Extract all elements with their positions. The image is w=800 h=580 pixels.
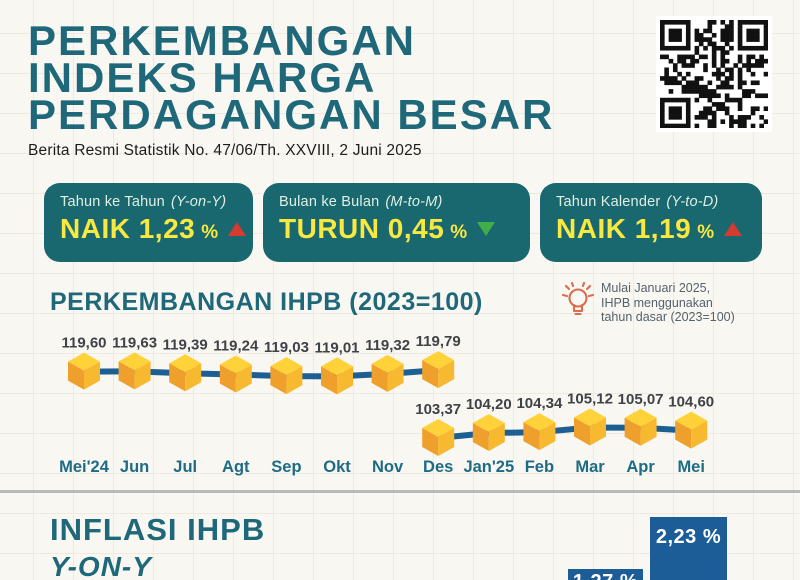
box-marker-icon bbox=[422, 419, 455, 456]
x-axis-label: Mar bbox=[575, 458, 605, 476]
data-point-value: 119,01 bbox=[314, 339, 359, 356]
ihpb-line-chart: 119,60 119,63 119,39 119,24 119,03 119,01 119,… bbox=[59, 333, 714, 476]
data-point-value: 119,79 bbox=[416, 333, 461, 350]
badge-year-to-date: Tahun Kalender (Y-to-D) NAIK 1,19 % bbox=[540, 183, 762, 262]
box-marker-icon bbox=[169, 354, 202, 392]
page-title-line-3: PERDAGANGAN BESAR bbox=[28, 91, 555, 138]
up-arrow-icon bbox=[227, 222, 246, 236]
data-point-value: 119,60 bbox=[61, 335, 106, 352]
x-axis-label: Jul bbox=[173, 458, 197, 476]
page-title-line-2: INDEKS HARGA bbox=[28, 54, 377, 101]
box-marker-icon bbox=[523, 413, 556, 451]
release-subtitle: Berita Resmi Statistik No. 47/06/Th. XXV… bbox=[28, 142, 422, 159]
page-title-line-1: PERKEMBANGAN bbox=[28, 17, 417, 64]
x-axis-label: Jan'25 bbox=[463, 458, 514, 476]
x-axis-label: Okt bbox=[323, 458, 351, 476]
badge-year-on-year: Tahun ke Tahun (Y-on-Y) NAIK 1,23 % bbox=[44, 183, 253, 262]
x-axis-label: Sep bbox=[271, 458, 301, 476]
badge-value: TURUN 0,45 % bbox=[279, 213, 514, 245]
data-point-value: 119,24 bbox=[213, 337, 259, 354]
up-arrow-icon bbox=[723, 222, 742, 236]
data-point-value: 104,60 bbox=[668, 394, 714, 411]
box-marker-icon bbox=[371, 354, 404, 392]
box-marker-icon bbox=[270, 357, 303, 395]
page-title: PERKEMBANGAN INDEKS HARGA PERDAGANGAN BE… bbox=[28, 17, 555, 138]
qr-code-icon bbox=[660, 20, 769, 129]
box-marker-icon bbox=[422, 351, 455, 389]
badge-label: Tahun Kalender (Y-to-D) bbox=[556, 194, 719, 210]
data-point-value: 119,63 bbox=[112, 334, 157, 351]
box-marker-icon bbox=[472, 414, 505, 452]
bar-inflasi-2: 2,23 % bbox=[650, 517, 727, 580]
box-marker-icon bbox=[68, 352, 100, 390]
section-divider bbox=[0, 490, 800, 493]
badge-month-to-month: Bulan ke Bulan (M-to-M) TURUN 0,45 % bbox=[263, 183, 530, 262]
x-axis-label: Mei bbox=[677, 458, 705, 476]
section-title-ihpb: PERKEMBANGAN IHPB (2023=100) bbox=[50, 288, 483, 316]
data-point-value: 119,39 bbox=[163, 336, 208, 353]
badge-label: Bulan ke Bulan (M-to-M) bbox=[279, 194, 443, 210]
box-marker-icon bbox=[675, 411, 708, 449]
x-axis-label: Feb bbox=[525, 458, 554, 476]
x-axis-label: Jun bbox=[120, 458, 149, 476]
box-marker-icon bbox=[219, 355, 252, 393]
bottom-section-title: INFLASI IHPB Y-ON-Y MENURUT bbox=[50, 512, 266, 580]
bar-value-label: 2,23 % bbox=[655, 526, 722, 548]
base-year-note: Mulai Januari 2025, IHPB menggunakan tah… bbox=[601, 281, 735, 324]
x-axis-label: Des bbox=[423, 458, 453, 476]
x-axis-label: Nov bbox=[372, 458, 404, 476]
lightbulb-icon bbox=[560, 281, 596, 328]
box-marker-icon bbox=[574, 408, 606, 446]
x-axis-label: Apr bbox=[626, 458, 655, 476]
x-axis-label: Mei'24 bbox=[59, 458, 110, 476]
data-point-value: 119,32 bbox=[365, 337, 410, 354]
box-marker-icon bbox=[321, 357, 353, 395]
qr-code bbox=[656, 16, 772, 132]
data-point-value: 105,12 bbox=[567, 391, 613, 408]
badge-value: NAIK 1,23 % bbox=[60, 213, 246, 245]
box-marker-icon bbox=[118, 352, 151, 390]
box-marker-icon bbox=[624, 408, 657, 446]
data-point-value: 119,03 bbox=[264, 339, 309, 356]
down-arrow-icon bbox=[476, 222, 495, 236]
badge-label: Tahun ke Tahun (Y-on-Y) bbox=[60, 194, 227, 210]
x-axis-label: Agt bbox=[222, 458, 250, 476]
data-point-value: 105,07 bbox=[618, 391, 664, 408]
badge-value: NAIK 1,19 % bbox=[556, 213, 746, 245]
data-point-value: 104,34 bbox=[516, 395, 563, 412]
data-point-value: 104,20 bbox=[466, 396, 512, 413]
data-point-value: 103,37 bbox=[415, 401, 461, 418]
bar-inflasi-1: 1,27 % bbox=[568, 569, 643, 580]
bar-value-label: 1,27 % bbox=[573, 571, 638, 580]
